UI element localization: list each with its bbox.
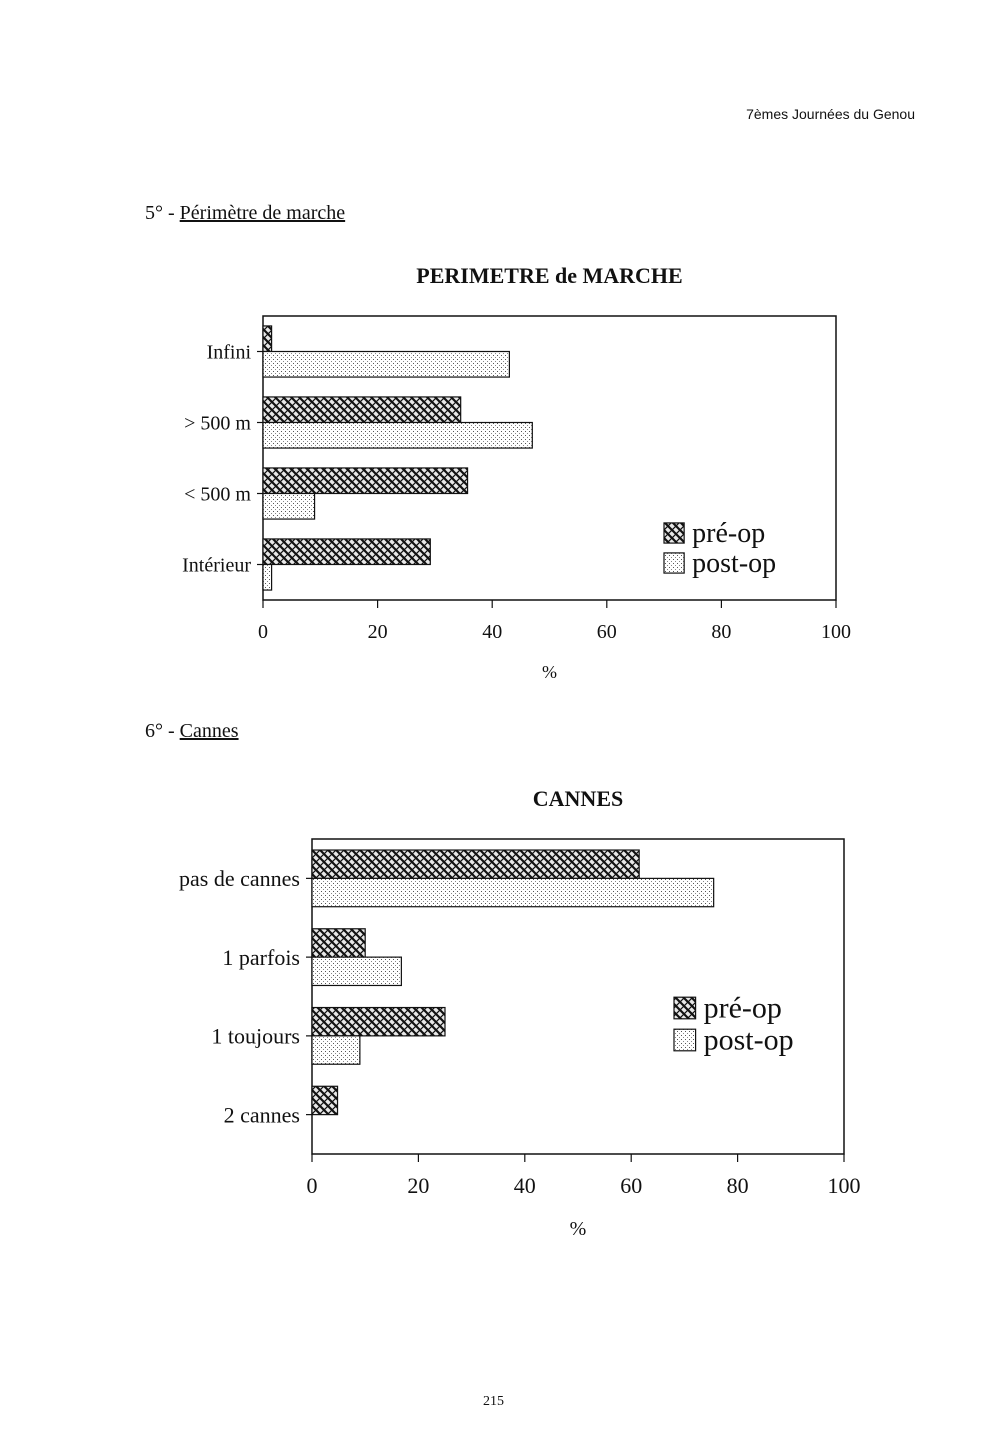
- x-tick-label: 0: [307, 1173, 318, 1198]
- chart-cannes: CANNES pas de cannes 1 parfois 1 toujours 2 …: [179, 786, 861, 1240]
- category-label: 1 parfois: [222, 945, 300, 970]
- x-tick-label: 100: [828, 1173, 861, 1198]
- x-tick-label: 40: [514, 1173, 536, 1198]
- bar-pre-op: [311, 928, 366, 958]
- legend-swatch-post-op: [663, 552, 685, 574]
- x-tick-label: 100: [821, 621, 851, 643]
- section-title: Périmètre de marche: [179, 202, 346, 224]
- x-tick-label: 80: [711, 621, 731, 643]
- section-heading-cannes: 6° - Cannes: [145, 720, 239, 743]
- section-number: 5° -: [145, 202, 180, 224]
- x-tick-label: 40: [482, 621, 502, 643]
- bar-post-op: [262, 350, 510, 378]
- legend-swatch-pre-op: [663, 522, 685, 544]
- section-title: Cannes: [179, 720, 239, 742]
- x-tick-label: 60: [597, 621, 617, 643]
- category-label: Intérieur: [182, 555, 251, 577]
- x-axis-label: %: [542, 662, 557, 682]
- legend-label-post-op: post-op: [692, 548, 776, 579]
- x-tick-label: 60: [620, 1173, 642, 1198]
- category-label: 2 cannes: [224, 1102, 300, 1127]
- chart-title: PERIMETRE de MARCHE: [416, 263, 682, 288]
- bar-pre-op: [262, 396, 462, 424]
- running-header: 7èmes Journées du Genou: [746, 106, 915, 122]
- legend-label-pre-op: pré-op: [692, 518, 765, 549]
- legend-label-post-op: post-op: [704, 1024, 794, 1057]
- bar-post-op: [311, 877, 715, 908]
- chart-perimetre-de-marche: PERIMETRE de MARCHE Infini > 500 m < 500 m I…: [182, 263, 851, 682]
- legend-swatch-pre-op: [673, 996, 697, 1020]
- chart-title: CANNES: [533, 786, 623, 811]
- bar-pre-op: [311, 849, 640, 879]
- category-label: > 500 m: [184, 413, 251, 435]
- section-heading-perimetre: 5° - Périmètre de marche: [145, 202, 345, 225]
- bar-pre-op: [262, 538, 431, 566]
- x-tick-label: 20: [368, 621, 388, 643]
- category-label: < 500 m: [184, 484, 251, 506]
- bar-post-op: [311, 1035, 361, 1065]
- category-label: pas de cannes: [179, 866, 300, 891]
- bar-post-op: [311, 956, 402, 987]
- page-number: 215: [483, 1394, 504, 1409]
- x-tick-label: 0: [258, 621, 268, 643]
- bar-pre-op: [262, 467, 469, 495]
- bar-post-op: [262, 492, 316, 520]
- plot-frame: [262, 315, 837, 601]
- category-label: 1 toujours: [211, 1024, 300, 1049]
- bar-post-op: [262, 563, 273, 591]
- plot-frame: [311, 838, 845, 1155]
- bar-pre-op: [262, 325, 273, 353]
- bar-post-op: [262, 421, 533, 449]
- legend-label-pre-op: pré-op: [704, 992, 782, 1025]
- x-tick-label: 80: [727, 1173, 749, 1198]
- x-axis-label: %: [570, 1218, 587, 1240]
- bar-pre-op: [311, 1006, 446, 1037]
- bar-pre-op: [311, 1085, 339, 1116]
- legend-swatch-post-op: [673, 1028, 697, 1052]
- category-label: Infini: [207, 342, 252, 364]
- x-tick-label: 20: [407, 1173, 429, 1198]
- section-number: 6° -: [145, 720, 180, 742]
